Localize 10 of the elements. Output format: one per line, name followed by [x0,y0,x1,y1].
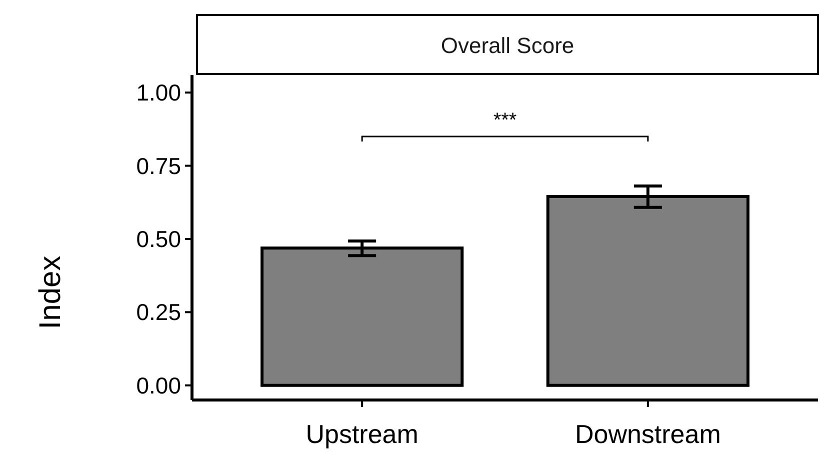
y-tick-label: 0.25 [136,299,181,326]
y-tick-label: 0.75 [136,152,181,179]
y-tick-label: 0.00 [136,372,181,398]
y-axis-title: Index [34,256,67,330]
y-tick-label: 0.50 [136,226,181,252]
x-tick-label: Upstream [306,419,418,449]
annotation: *** [493,109,517,132]
x-tick-label: Downstream [574,419,721,449]
y-tick-label: 1.00 [136,80,181,106]
chart-title: Overall Score [440,33,574,58]
